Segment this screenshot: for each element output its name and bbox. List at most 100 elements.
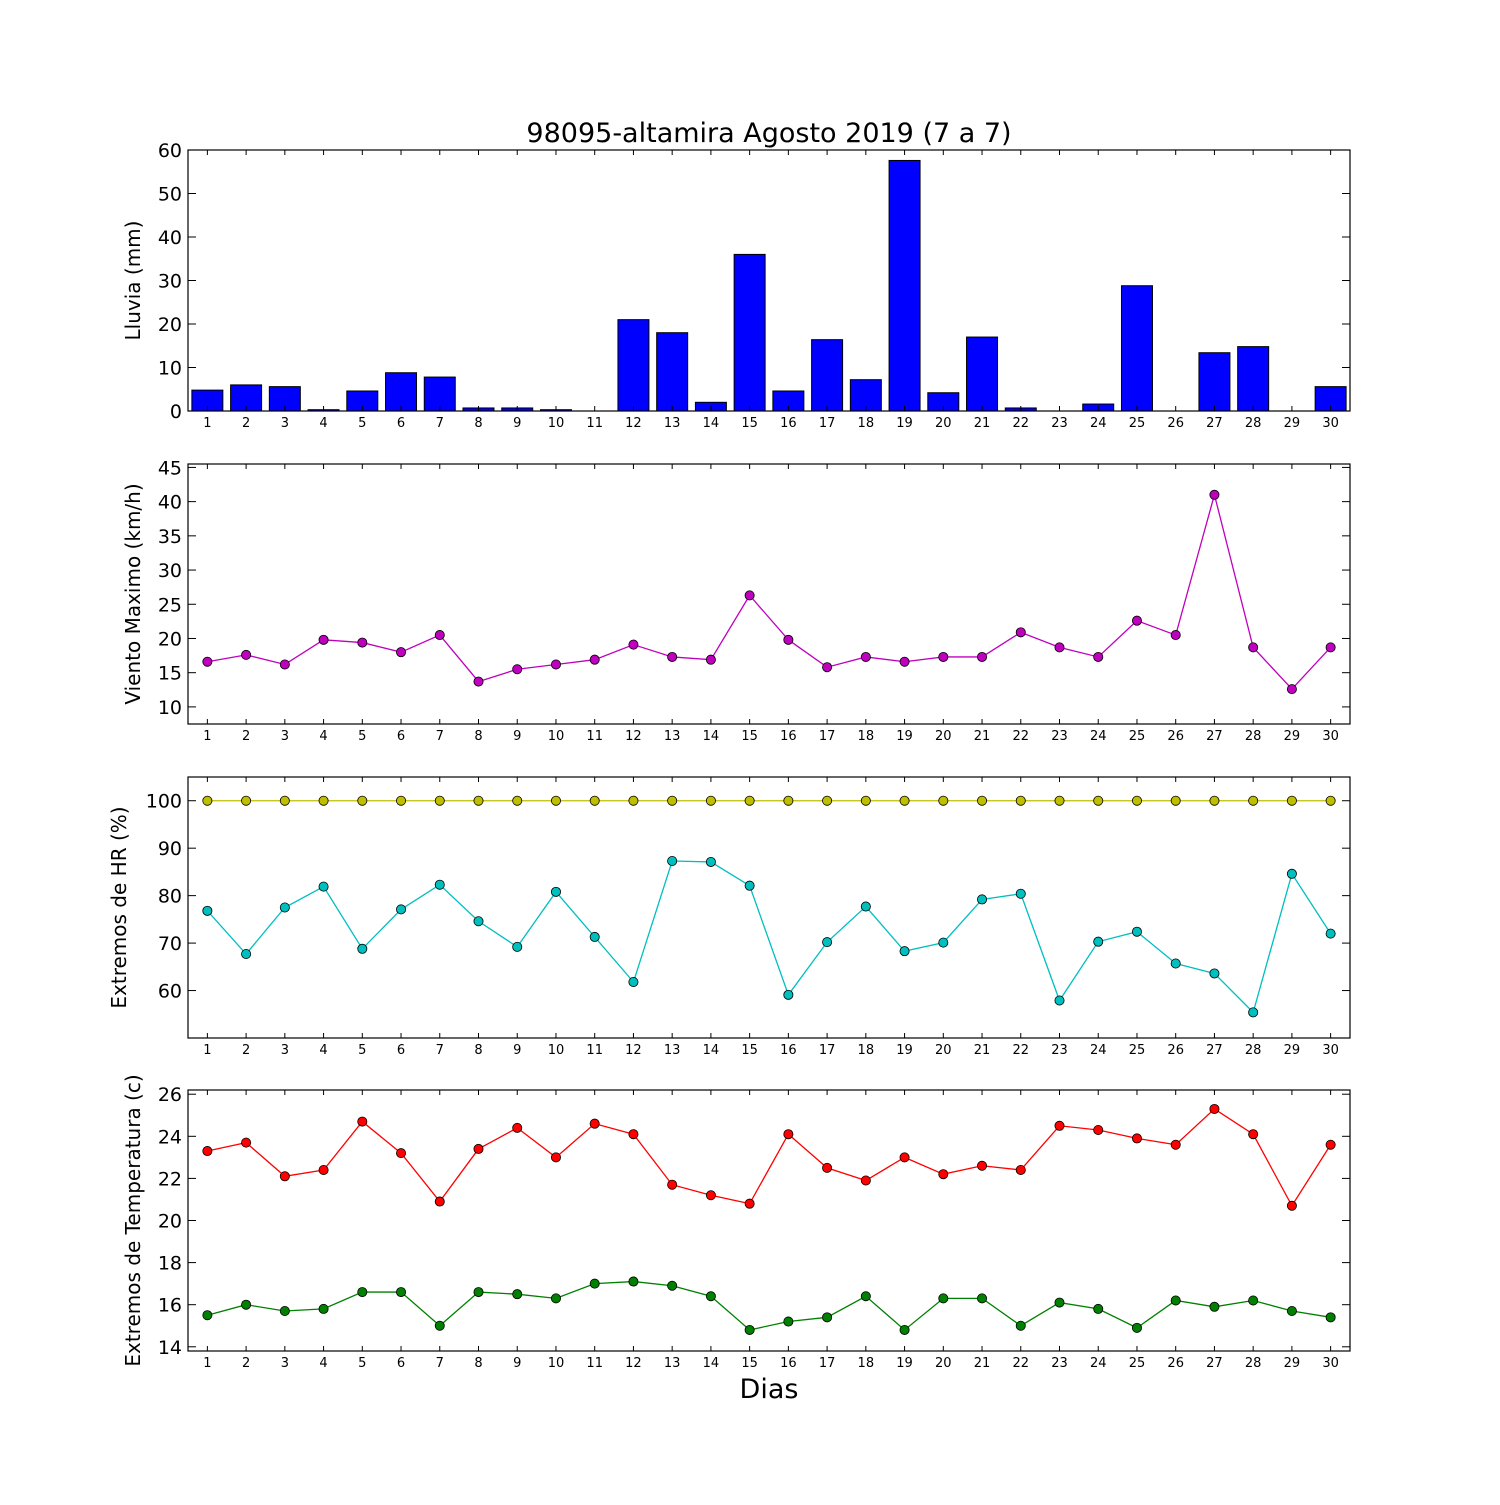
x-tick-label: 5 (358, 416, 366, 431)
x-tick-label: 14 (703, 1043, 720, 1058)
x-tick-label: 15 (741, 729, 758, 744)
y-tick-label: 18 (158, 1253, 182, 1275)
x-tick-label: 19 (896, 1043, 913, 1058)
y-tick-label: 10 (158, 697, 182, 719)
series-1-point-day-3 (279, 659, 290, 670)
series-1-point-day-18 (860, 795, 871, 806)
series-2-point-day-21 (977, 1293, 988, 1304)
x-tick-label: 12 (625, 729, 642, 744)
y-tick-label: 70 (158, 933, 182, 955)
x-tick-label: 14 (703, 729, 720, 744)
series-2-point-day-13 (667, 1280, 678, 1291)
series-1-point-day-20 (938, 795, 949, 806)
series-2-point-day-27 (1209, 968, 1220, 979)
y-tick-label: 15 (158, 663, 182, 685)
x-tick-label: 29 (1284, 416, 1301, 431)
series-1-point-day-13 (667, 1179, 678, 1190)
series-2-point-day-25 (1131, 926, 1142, 937)
x-tick-label: 6 (397, 729, 405, 744)
series-2-point-day-12 (628, 1276, 639, 1287)
x-tick-label: 27 (1206, 729, 1223, 744)
series-2-point-day-19 (899, 1324, 910, 1335)
series-1-point-day-4 (318, 795, 329, 806)
x-tick-label: 18 (858, 1043, 875, 1058)
y-tick-label: 24 (158, 1126, 182, 1148)
series-1-point-day-9 (512, 664, 523, 675)
series-1-point-day-24 (1093, 1124, 1104, 1135)
series-1-point-day-15 (744, 590, 755, 601)
series-2-point-day-16 (783, 1316, 794, 1327)
series-1-point-day-17 (822, 662, 833, 673)
series-1-point-day-19 (899, 1152, 910, 1163)
x-tick-label: 8 (474, 1356, 482, 1371)
series-1-point-day-18 (860, 651, 871, 662)
x-tick-label: 5 (358, 729, 366, 744)
subplot-4: 1 2 3 4 5 6 7 8 9 10 11 12 13 14 15 16 17 18 19 20 21 22 23 24 2… (121, 1074, 1351, 1371)
series-1-point-day-7 (434, 630, 445, 641)
series-2-point-day-27 (1209, 1301, 1220, 1312)
x-tick-label: 13 (664, 1043, 681, 1058)
series-1-point-day-13 (667, 651, 678, 662)
series-1-point-day-20 (938, 651, 949, 662)
y-tick-label: 100 (146, 791, 182, 813)
plot-frame (187, 463, 1351, 725)
y-tick-label: 22 (158, 1168, 182, 1190)
bar-day-15 (733, 253, 766, 412)
x-tick-label: 18 (858, 1356, 875, 1371)
x-tick-label: 25 (1129, 1043, 1146, 1058)
x-tick-label: 24 (1090, 1356, 1107, 1371)
x-tick-label: 4 (319, 416, 327, 431)
series-1-point-day-11 (589, 654, 600, 665)
x-tick-label: 2 (242, 1356, 250, 1371)
series-1-point-day-15 (744, 795, 755, 806)
series-2-point-day-8 (473, 1287, 484, 1298)
series-1-point-day-29 (1286, 795, 1297, 806)
series-1-point-day-12 (628, 639, 639, 650)
x-tick-label: 23 (1051, 729, 1068, 744)
y-tick-label: 50 (158, 184, 182, 206)
x-tick-label: 5 (358, 1356, 366, 1371)
series-2-point-day-2 (241, 949, 252, 960)
y-tick-label: 90 (158, 838, 182, 860)
y-tick-label: 45 (158, 457, 182, 479)
x-tick-label: 7 (436, 729, 444, 744)
series-2-point-day-20 (938, 937, 949, 948)
bar-day-12 (617, 319, 650, 412)
x-tick-label: 7 (436, 1043, 444, 1058)
series-1-point-day-17 (822, 795, 833, 806)
series-2-point-day-1 (202, 1310, 213, 1321)
series-1-point-day-5 (357, 795, 368, 806)
series-1-point-day-24 (1093, 795, 1104, 806)
series-2-point-day-19 (899, 946, 910, 957)
series-2-point-day-11 (589, 931, 600, 942)
y-tick-label: 40 (158, 492, 182, 514)
x-tick-label: 3 (281, 1043, 289, 1058)
series-line-2 (206, 860, 1332, 1014)
x-tick-label: 22 (1012, 729, 1029, 744)
y-tick-label: 26 (158, 1084, 182, 1106)
series-2-point-day-26 (1170, 958, 1181, 969)
y-tick-label: 0 (170, 401, 182, 423)
series-2-point-day-15 (744, 1324, 755, 1335)
series-2-point-day-13 (667, 855, 678, 866)
plot-frame (187, 1089, 1351, 1352)
series-1-point-day-14 (705, 654, 716, 665)
series-2-point-day-16 (783, 989, 794, 1000)
x-tick-label: 22 (1012, 1356, 1029, 1371)
series-1-point-day-28 (1248, 1129, 1259, 1140)
x-tick-label: 7 (436, 1356, 444, 1371)
x-tick-label: 12 (625, 416, 642, 431)
series-1-point-day-27 (1209, 1103, 1220, 1114)
series-1-point-day-2 (241, 1137, 252, 1148)
x-tick-label: 21 (974, 416, 991, 431)
bar-day-21 (966, 336, 999, 412)
x-tick-label: 26 (1167, 1043, 1184, 1058)
y-tick-label: 60 (158, 140, 182, 162)
series-2-point-day-24 (1093, 1303, 1104, 1314)
series-2-point-day-23 (1054, 995, 1065, 1006)
x-tick-label: 6 (397, 1356, 405, 1371)
x-tick-label: 17 (819, 1356, 836, 1371)
subplot-2: 1 2 3 4 5 6 7 8 9 10 11 12 13 14 15 16 17 18 19 20 21 22 23 24 2… (121, 457, 1351, 744)
x-tick-label: 14 (703, 1356, 720, 1371)
